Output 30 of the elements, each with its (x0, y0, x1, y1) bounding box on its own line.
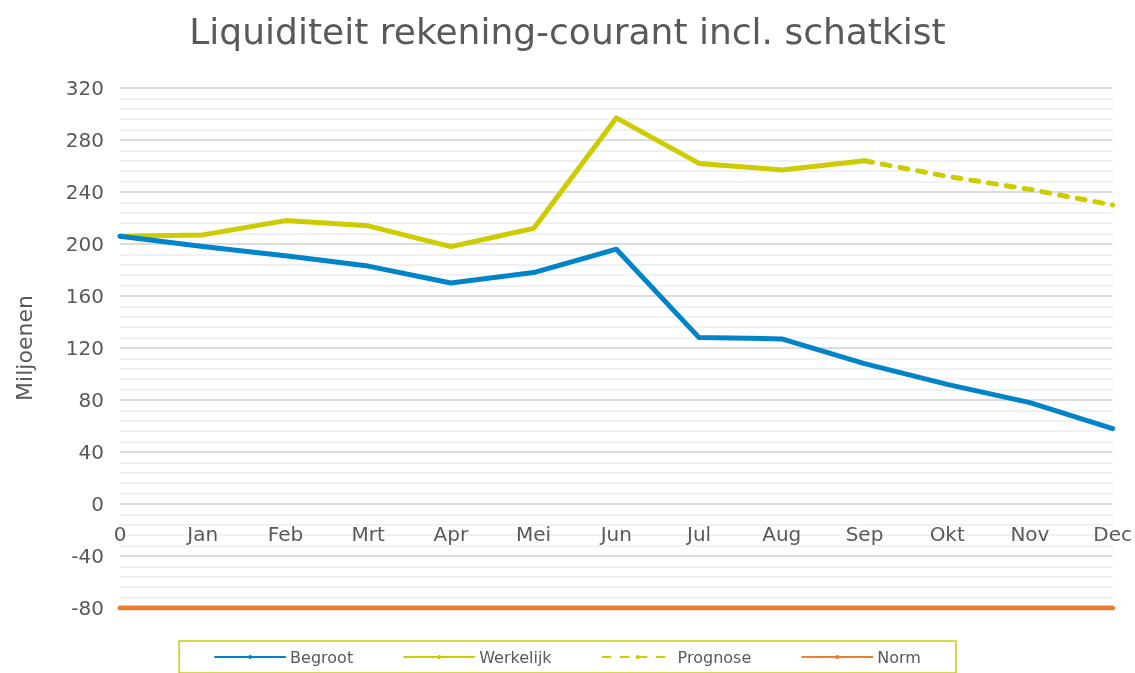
legend-label: Prognose (677, 647, 752, 667)
x-tick-label: Mrt (351, 522, 385, 546)
x-tick-label: Feb (267, 522, 304, 546)
y-tick-label: -80 (71, 596, 104, 620)
x-tick-label: Nov (1010, 522, 1050, 546)
y-tick-label: 80 (78, 388, 104, 412)
legend-label: Norm (877, 647, 921, 667)
y-tick-label: 240 (65, 180, 104, 204)
y-tick-label: 320 (65, 76, 104, 100)
x-tick-label: Jan (185, 522, 219, 546)
x-tick-label: Dec (1093, 522, 1132, 546)
x-tick-label: Apr (433, 522, 469, 546)
legend-label: Werkelijk (479, 647, 553, 667)
x-tick-label: Mei (516, 522, 552, 546)
x-tick-label: 0 (113, 522, 127, 546)
y-tick-label: 120 (65, 336, 104, 360)
y-tick-label: 280 (65, 128, 104, 152)
x-tick-label: Aug (762, 522, 802, 546)
y-tick-label: 200 (65, 232, 104, 256)
y-tick-label: -40 (71, 544, 104, 568)
y-axis-title: Miljoenen (11, 295, 37, 401)
x-tick-label: Sep (845, 522, 884, 546)
x-tick-label: Jul (684, 522, 712, 546)
legend-label: Begroot (290, 647, 354, 667)
y-tick-label: 0 (91, 492, 104, 516)
y-tick-label: 40 (78, 440, 104, 464)
x-tick-label: Jun (598, 522, 632, 546)
chart-title: Liquiditeit rekening-courant incl. schatkist (189, 10, 946, 52)
y-tick-label: 160 (65, 284, 104, 308)
x-tick-label: Okt (929, 522, 965, 546)
